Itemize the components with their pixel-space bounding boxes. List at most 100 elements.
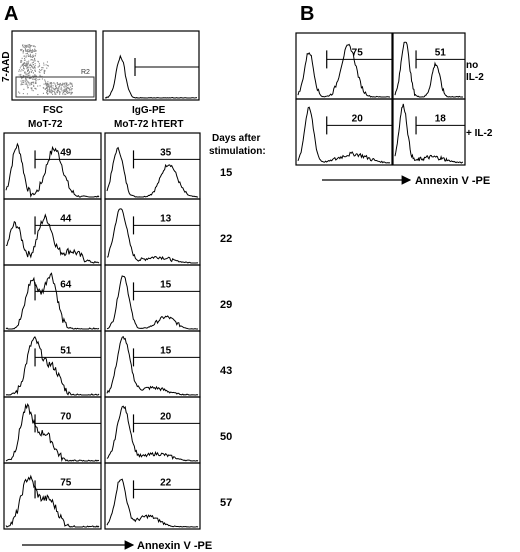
scatter-event bbox=[57, 91, 59, 93]
scatter-event bbox=[46, 87, 48, 89]
scatter-event bbox=[24, 64, 26, 66]
scatter-event bbox=[28, 72, 30, 74]
scatter-event bbox=[34, 55, 36, 57]
scatter-event bbox=[24, 45, 26, 47]
scatter-event bbox=[51, 90, 53, 92]
scatter-event bbox=[26, 79, 28, 81]
scatter-event bbox=[70, 93, 72, 95]
scatter-event bbox=[33, 84, 35, 86]
scatter-event bbox=[34, 46, 36, 48]
scatter-event bbox=[38, 65, 40, 67]
scatter-event bbox=[29, 84, 31, 86]
scatter-event bbox=[28, 46, 30, 48]
scatter-event bbox=[46, 87, 48, 89]
scatter-event bbox=[38, 63, 40, 65]
histogram-grid-a: 49 35 44 13 64 15 51 15 70 20 75 22 bbox=[3, 132, 201, 530]
scatter-event bbox=[25, 82, 27, 84]
htert-day-43-annexin-value: 15 bbox=[160, 345, 172, 356]
scatter-event bbox=[20, 75, 22, 77]
scatter-event bbox=[71, 88, 73, 90]
scatter-dots bbox=[18, 44, 73, 96]
scatter-event bbox=[25, 49, 27, 51]
scatter-event bbox=[33, 67, 35, 69]
scatter-event bbox=[26, 50, 28, 52]
scatter-event bbox=[34, 60, 36, 62]
scatter-event bbox=[48, 88, 50, 90]
scatter-event bbox=[27, 66, 29, 68]
scatter-event bbox=[26, 53, 28, 55]
scatter-event bbox=[70, 92, 72, 94]
scatter-event bbox=[50, 84, 52, 86]
scatter-event bbox=[18, 69, 20, 71]
scatter-event bbox=[32, 56, 34, 58]
scatter-event bbox=[31, 45, 33, 47]
scatter-event bbox=[35, 80, 37, 82]
scatter-event bbox=[25, 72, 27, 74]
mot72-day-43-curve bbox=[5, 336, 100, 396]
row-label-plus-il2: + IL-2 bbox=[466, 128, 493, 139]
scatter-event bbox=[29, 49, 31, 51]
scatter-event bbox=[34, 48, 36, 50]
panel-b-no-il2-a-annexin-value: 75 bbox=[352, 47, 364, 58]
mot72-day-57-annexin-value: 75 bbox=[60, 477, 72, 488]
scatter-event bbox=[69, 92, 71, 94]
scatter-event bbox=[20, 50, 22, 52]
scatter-event bbox=[63, 83, 65, 85]
htert-day-50-annexin-value: 20 bbox=[160, 411, 172, 422]
scatter-event bbox=[20, 59, 22, 61]
scatter-event bbox=[47, 81, 49, 83]
scatter-event bbox=[34, 63, 36, 65]
days-column: 15 22 29 43 50 57 bbox=[220, 167, 232, 509]
scatter-event bbox=[42, 92, 44, 94]
scatter-event bbox=[49, 82, 51, 84]
scatter-event bbox=[33, 66, 35, 68]
htert-day-29-curve bbox=[106, 275, 198, 330]
scatter-event bbox=[32, 81, 34, 83]
scatter-event bbox=[56, 92, 58, 94]
mot72-day-15-annexin-value: 49 bbox=[60, 147, 72, 158]
scatter-event bbox=[64, 90, 66, 92]
scatter-event bbox=[26, 68, 28, 70]
day-label: 29 bbox=[220, 299, 232, 311]
scatter-event bbox=[20, 70, 22, 72]
scatter-event bbox=[47, 90, 49, 92]
scatter-event bbox=[63, 86, 65, 88]
mot72-day-29-frame bbox=[3, 264, 102, 332]
scatter-event bbox=[27, 45, 29, 47]
scatter-event bbox=[30, 87, 32, 89]
scatter-event bbox=[35, 75, 37, 77]
scatter-event bbox=[21, 78, 23, 80]
scatter-event bbox=[25, 65, 27, 67]
scatter-event bbox=[24, 48, 26, 50]
scatter-event bbox=[23, 81, 25, 83]
scatter-event bbox=[32, 49, 34, 51]
scatter-event bbox=[28, 50, 30, 52]
scatter-event bbox=[22, 80, 24, 82]
scatter-event bbox=[56, 91, 58, 93]
scatter-event bbox=[24, 72, 26, 74]
scatter-event bbox=[25, 53, 27, 55]
scatter-event bbox=[46, 85, 48, 87]
row-label-no-il2-1: no bbox=[466, 60, 478, 71]
scatter-event bbox=[18, 70, 20, 72]
mot72-day-22-annexin-value: 44 bbox=[60, 213, 72, 224]
scatter-event bbox=[65, 82, 67, 84]
control-curve bbox=[104, 54, 198, 99]
scatter-event bbox=[71, 82, 73, 84]
scatter-event bbox=[21, 64, 23, 66]
scatter-event bbox=[24, 57, 26, 59]
column-header-mot72: MoT-72 bbox=[28, 119, 63, 130]
days-header-1: Days after bbox=[212, 133, 260, 144]
scatter-event bbox=[67, 84, 69, 86]
scatter-event bbox=[71, 85, 73, 87]
scatter-event bbox=[32, 81, 34, 83]
scatter-event bbox=[68, 84, 70, 86]
scatter-event bbox=[38, 71, 40, 73]
scatter-event bbox=[23, 62, 25, 64]
scatter-event bbox=[54, 89, 56, 91]
row-label-no-il2-2: IL-2 bbox=[466, 72, 484, 83]
scatter-event bbox=[32, 59, 34, 61]
scatter-event bbox=[70, 89, 72, 91]
scatter-event bbox=[35, 87, 37, 89]
scatter-event bbox=[23, 64, 25, 66]
